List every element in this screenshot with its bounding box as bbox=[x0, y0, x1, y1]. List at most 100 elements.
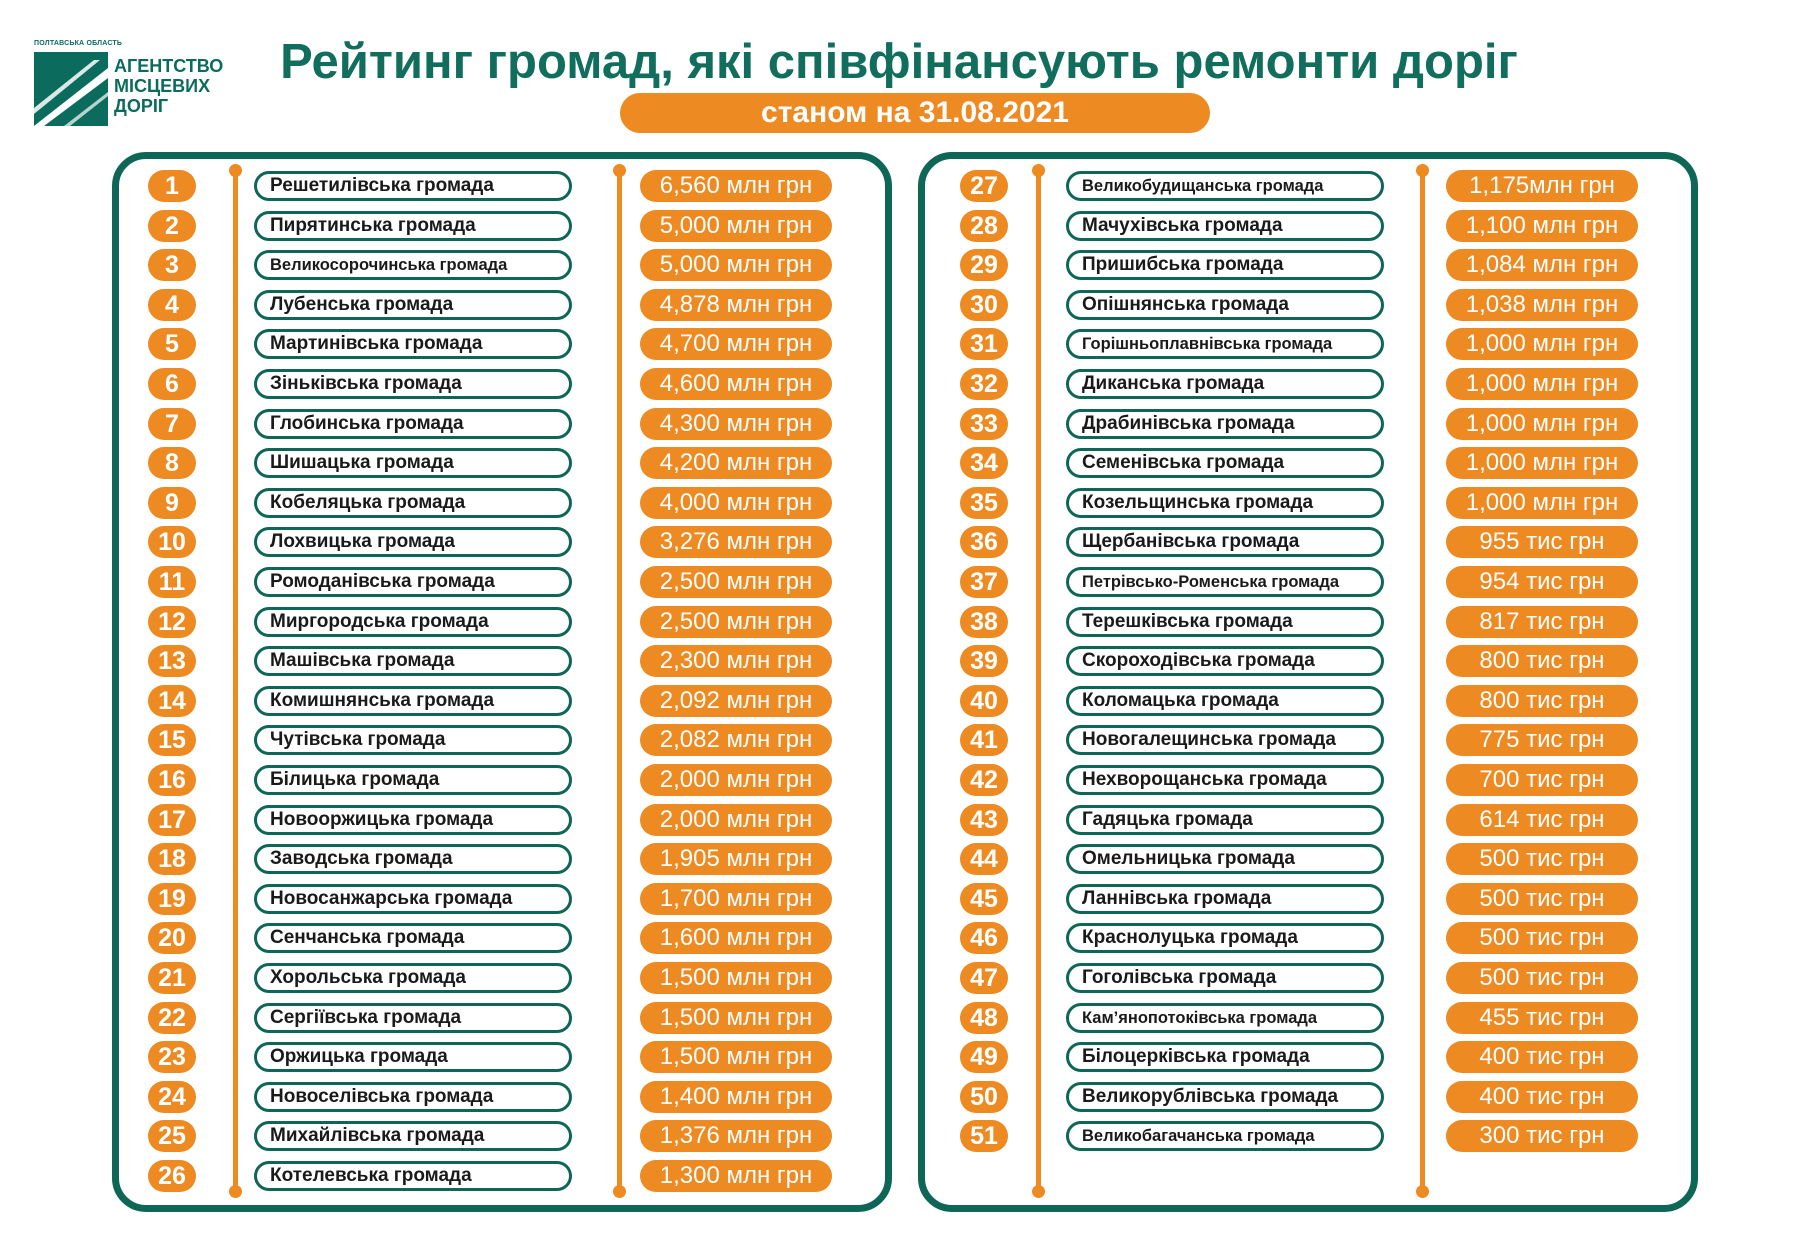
community-name: Білицька громада bbox=[254, 765, 572, 795]
table-row: 29 Пришибська громада 1,084 млн грн bbox=[0, 249, 1798, 282]
funding-amount: 400 тис грн bbox=[1446, 1080, 1638, 1113]
funding-amount: 800 тис грн bbox=[1446, 645, 1638, 678]
table-row: 33 Драбинівська громада 1,000 млн грн bbox=[0, 407, 1798, 440]
funding-amount: 2,300 млн грн bbox=[640, 645, 832, 678]
rank-badge: 28 bbox=[960, 209, 1008, 242]
rank-badge: 19 bbox=[148, 882, 196, 915]
table-row: 23 Оржицька громада 1,500 млн грн bbox=[0, 1041, 1798, 1074]
funding-amount: 1,376 млн грн bbox=[640, 1120, 832, 1153]
community-name: Комишнянська громада bbox=[254, 685, 572, 716]
community-name: Коломацька громада bbox=[1066, 685, 1384, 716]
funding-amount: 2,092 млн грн bbox=[640, 684, 832, 717]
table-row: 39 Скороходівська громада 800 тис грн bbox=[0, 645, 1798, 678]
funding-amount: 2,082 млн грн bbox=[640, 724, 832, 757]
rank-badge: 35 bbox=[960, 486, 1008, 519]
rank-badge: 40 bbox=[960, 684, 1008, 717]
community-name: Оржицька громада bbox=[254, 1042, 572, 1073]
funding-amount: 400 тис грн bbox=[1446, 1041, 1638, 1074]
community-name: Миргородська громада bbox=[254, 606, 572, 637]
community-name: Петрівсько-Роменська громада bbox=[1066, 567, 1384, 597]
rank-badge: 29 bbox=[960, 249, 1008, 282]
funding-amount: 1,000 млн грн bbox=[1446, 407, 1638, 440]
funding-amount: 500 тис грн bbox=[1446, 962, 1638, 994]
rank-badge: 41 bbox=[960, 724, 1008, 757]
table-row: 31 Горішньоплавнівська громада 1,000 млн г… bbox=[0, 328, 1798, 361]
table-row: 44 Омельницька громада 500 тис грн bbox=[0, 843, 1798, 876]
rank-badge: 18 bbox=[148, 843, 196, 876]
ranking-panel-right bbox=[918, 152, 1698, 1212]
community-name: Мачухівська громада bbox=[1066, 210, 1384, 241]
table-row: 6 Зіньківська громада 4,600 млн грн bbox=[0, 368, 1798, 400]
community-name: Котелевська громада bbox=[254, 1161, 572, 1191]
community-name: Сенчанська громада bbox=[254, 923, 572, 954]
funding-amount: 500 тис грн bbox=[1446, 843, 1638, 876]
rank-badge: 37 bbox=[960, 566, 1008, 598]
rank-badge: 30 bbox=[960, 288, 1008, 321]
community-name: Великорублівська громада bbox=[1066, 1081, 1384, 1112]
community-name: Сергіївська громада bbox=[254, 1002, 572, 1033]
community-name: Новосанжарська громада bbox=[254, 883, 572, 914]
community-name: Семенівська громада bbox=[1066, 448, 1384, 479]
community-name: Козельщинська громада bbox=[1066, 487, 1384, 518]
community-name: Великосорочинська громада bbox=[254, 250, 572, 281]
table-row: 51 Великобагачанська громада 300 тис грн bbox=[0, 1120, 1798, 1153]
rank-badge: 50 bbox=[960, 1080, 1008, 1113]
table-row: 18 Заводська громада 1,905 млн грн bbox=[0, 843, 1798, 876]
community-name: Ромоданівська громада bbox=[254, 567, 572, 597]
rank-badge: 6 bbox=[148, 368, 196, 400]
rank-badge: 20 bbox=[148, 922, 196, 955]
community-name: Шишацька громада bbox=[254, 448, 572, 479]
table-row: 37 Петрівсько-Роменська громада 954 тис гр… bbox=[0, 566, 1798, 598]
table-row: 17 Новооржицька громада 2,000 млн грн bbox=[0, 803, 1798, 836]
table-row: 13 Машівська громада 2,300 млн грн bbox=[0, 645, 1798, 678]
funding-amount: 4,878 млн грн bbox=[640, 288, 832, 321]
rank-badge: 8 bbox=[148, 447, 196, 480]
table-row: 43 Гадяцька громада 614 тис грн bbox=[0, 803, 1798, 836]
rank-badge: 33 bbox=[960, 407, 1008, 440]
table-row: 47 Гоголівська громада 500 тис грн bbox=[0, 962, 1798, 994]
table-row: 7 Глобинська громада 4,300 млн грн bbox=[0, 407, 1798, 440]
rank-badge: 23 bbox=[148, 1041, 196, 1074]
community-name: Заводська громада bbox=[254, 844, 572, 875]
rank-badge: 36 bbox=[960, 526, 1008, 559]
rank-badge: 10 bbox=[148, 526, 196, 559]
community-name: Горішньоплавнівська громада bbox=[1066, 329, 1384, 360]
funding-amount: 4,600 млн грн bbox=[640, 368, 832, 400]
funding-amount: 1,300 млн грн bbox=[640, 1160, 832, 1192]
funding-amount: 4,300 млн грн bbox=[640, 407, 832, 440]
table-row: 16 Білицька громада 2,000 млн грн bbox=[0, 764, 1798, 796]
community-name: Білоцерківська громада bbox=[1066, 1042, 1384, 1073]
table-row: 42 Нехворощанська громада 700 тис грн bbox=[0, 764, 1798, 796]
rank-badge: 38 bbox=[960, 605, 1008, 638]
table-row: 34 Семенівська громада 1,000 млн грн bbox=[0, 447, 1798, 480]
rank-badge: 7 bbox=[148, 407, 196, 440]
logo-oblast-text: ПОЛТАВСЬКА ОБЛАСТЬ bbox=[34, 40, 123, 47]
road-logo-icon bbox=[34, 52, 108, 126]
table-row: 22 Сергіївська громада 1,500 млн грн bbox=[0, 1001, 1798, 1034]
divider-line bbox=[229, 164, 242, 1198]
funding-amount: 954 тис грн bbox=[1446, 566, 1638, 598]
rank-badge: 34 bbox=[960, 447, 1008, 480]
community-name: Лохвицька громада bbox=[254, 527, 572, 558]
divider-line bbox=[613, 164, 626, 1198]
community-name: Гадяцька громада bbox=[1066, 804, 1384, 835]
rank-badge: 12 bbox=[148, 605, 196, 638]
community-name: Машівська громада bbox=[254, 646, 572, 677]
table-row: 30 Опішнянська громада 1,038 млн грн bbox=[0, 288, 1798, 321]
ranking-panel-left bbox=[112, 152, 892, 1212]
table-row: 10 Лохвицька громада 3,276 млн грн bbox=[0, 526, 1798, 559]
community-name: Великобудищанська громада bbox=[1066, 171, 1384, 201]
rank-badge: 44 bbox=[960, 843, 1008, 876]
table-row: 41 Новогалещинська громада 775 тис грн bbox=[0, 724, 1798, 757]
table-row: 40 Коломацька громада 800 тис грн bbox=[0, 684, 1798, 717]
agency-logo: ПОЛТАВСЬКА ОБЛАСТЬ АГЕНТСТВО МІСЦЕВИХ ДО… bbox=[34, 40, 234, 130]
community-name: Ланнівська громада bbox=[1066, 883, 1384, 914]
rank-badge: 4 bbox=[148, 288, 196, 321]
funding-amount: 2,000 млн грн bbox=[640, 803, 832, 836]
community-name: Щербанівська громада bbox=[1066, 527, 1384, 558]
funding-amount: 775 тис грн bbox=[1446, 724, 1638, 757]
community-name: Великобагачанська громада bbox=[1066, 1121, 1384, 1152]
table-row: 27 Великобудищанська громада 1,175млн грн bbox=[0, 170, 1798, 202]
rank-badge: 47 bbox=[960, 962, 1008, 994]
community-name: Драбинівська громада bbox=[1066, 408, 1384, 439]
